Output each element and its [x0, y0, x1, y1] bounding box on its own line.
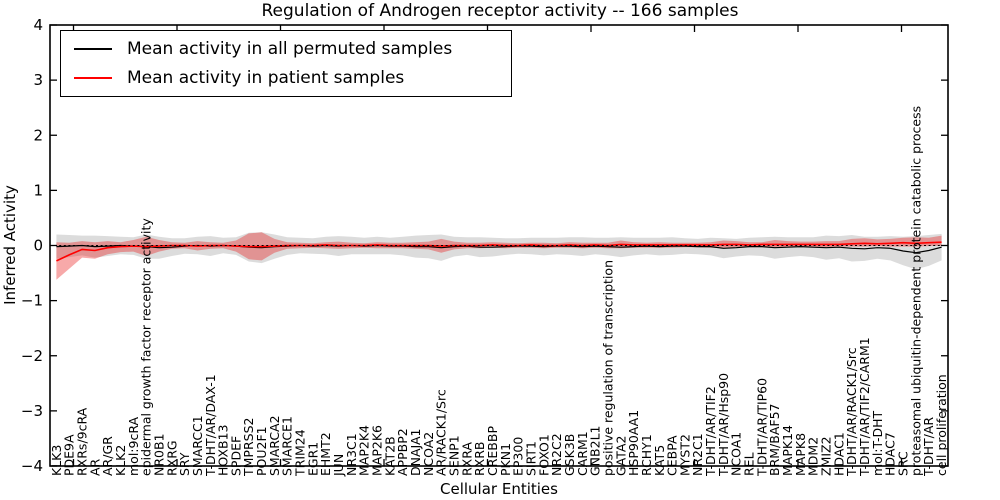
x-category-label: NCOA2 [421, 432, 436, 476]
patient-mean-line [56, 241, 942, 262]
x-category-label: cell proliferation [934, 374, 949, 476]
legend-swatch-patient-line-icon [74, 76, 112, 79]
x-category-label: T-DHT/AR/Hsp90 [716, 373, 731, 477]
y-tick-label: −1 [21, 292, 43, 310]
x-category-label: MAPK14 [780, 425, 795, 476]
x-category-label: mol:T-DHT [870, 410, 885, 476]
x-category-label: GSK3B [562, 434, 577, 476]
chart-title: Regulation of Androgen receptor activity… [261, 1, 739, 21]
x-category-label: KLK2 [113, 445, 128, 476]
x-category-label: ZMIZ2 [819, 436, 834, 476]
x-category-label: POU2F1 [254, 426, 269, 476]
y-tick-label: −2 [21, 347, 43, 365]
x-category-label: T-DHT/AR/DAX-1 [203, 374, 218, 477]
x-category-label: MAPK8 [793, 433, 808, 476]
x-category-label: APPBP2 [395, 428, 410, 476]
x-category-label: AR/RACK1/Src [434, 389, 449, 476]
y-tick-label: 0 [33, 237, 43, 255]
x-category-label: MAP2K4 [357, 425, 372, 476]
x-category-label: NR0B1 [151, 433, 166, 476]
legend: Mean activity in all permuted samples Me… [60, 30, 512, 97]
y-tick-label: 3 [33, 71, 43, 89]
x-category-label: MYST2 [677, 434, 692, 476]
x-category-label: MAP2K6 [370, 425, 385, 476]
x-category-label: BRM/BAF57 [767, 404, 782, 476]
x-category-label: NR2C2 [549, 433, 564, 476]
x-category-label: T-DHT/AR [921, 417, 936, 477]
y-tick-label: −4 [21, 457, 43, 475]
x-category-label: EGR1 [305, 442, 320, 476]
x-category-label: PDE9A [62, 434, 77, 476]
x-category-label: RCHY1 [639, 434, 654, 476]
x-category-label: epidermal growth factor receptor activit… [139, 218, 154, 476]
x-category-label: positive regulation of transcription [600, 260, 615, 476]
y-tick-label: 2 [33, 126, 43, 144]
x-category-label: SRC [896, 451, 911, 476]
x-category-label: SMARCE1 [280, 416, 295, 476]
x-category-label: SMARCC1 [190, 415, 205, 476]
x-category-label: T-DHT/AR/TIF2/CARM1 [857, 337, 872, 477]
x-category-label: T-DHT/AR/TIF2 [703, 386, 718, 477]
x-category-label: KAT5 [652, 445, 667, 476]
x-category-label: KAT2B [382, 436, 397, 476]
x-category-label: GATA2 [613, 436, 628, 476]
legend-swatch-permuted-line-icon [74, 48, 112, 51]
x-category-label: SENP1 [447, 435, 462, 476]
x-category-label: SRY [177, 452, 192, 476]
y-tick-label: 4 [33, 16, 43, 34]
x-axis-label: Cellular Entities [440, 480, 558, 498]
x-category-label: CREBBP [485, 426, 500, 476]
x-category-label: HDAC7 [883, 432, 898, 476]
x-category-label: CEBPA [665, 435, 680, 476]
x-category-label: HOXB13 [216, 425, 231, 476]
x-category-label: proteasomal ubiquitin-dependent protein … [908, 106, 923, 476]
x-category-label: EP300 [511, 437, 526, 476]
x-category-label: RXRG [164, 440, 179, 476]
x-category-label: AR/GR [100, 436, 115, 476]
legend-entry-permuted: Mean activity in all permuted samples [74, 39, 511, 59]
permuted-std-band [56, 232, 942, 270]
x-category-label: mol:9cRA [126, 416, 141, 476]
x-category-label: CARM1 [575, 431, 590, 476]
x-category-label: MDM2 [806, 437, 821, 476]
y-axis-label: Inferred Activity [1, 185, 19, 305]
x-category-label: TMPRSS2 [241, 418, 256, 477]
x-category-label: DNAJA1 [408, 429, 423, 477]
x-category-label: NR3C1 [344, 433, 359, 476]
y-tick-label: 1 [33, 181, 43, 199]
x-category-label: REL [742, 452, 757, 476]
x-category-label: RXRA [459, 442, 474, 476]
x-category-label: PKN1 [498, 443, 513, 476]
x-category-label: NR2C1 [690, 433, 705, 476]
x-category-label: KLK3 [49, 445, 64, 476]
plot-border [49, 24, 949, 467]
x-category-label: RXRs/9cRA [75, 407, 90, 476]
x-category-label: TRIM24 [293, 429, 308, 477]
x-category-label: HSP90AA1 [626, 410, 641, 476]
x-category-label: NCOA1 [729, 432, 744, 476]
x-category-label: T-DHT/AR/RACK1/Src [844, 347, 859, 477]
legend-label-permuted: Mean activity in all permuted samples [127, 39, 453, 60]
x-category-label: JUN [331, 454, 346, 477]
x-category-label: SMARCA2 [267, 415, 282, 476]
x-category-label: T-DHT/AR/TIP60 [754, 378, 769, 477]
x-category-label: FOXO1 [536, 434, 551, 476]
x-category-label: HDAC1 [831, 432, 846, 476]
x-category-label: AR [87, 458, 102, 476]
y-tick-label: −3 [21, 402, 43, 420]
legend-entry-patient: Mean activity in patient samples [74, 68, 511, 88]
x-category-label: GNB2L1 [588, 426, 603, 476]
x-category-label: RXRB [472, 441, 487, 476]
x-category-label: SPDEF [228, 436, 243, 476]
legend-label-patient: Mean activity in patient samples [127, 67, 405, 88]
x-category-label: SIRT1 [524, 441, 539, 476]
x-category-label: EHMT2 [318, 432, 333, 476]
